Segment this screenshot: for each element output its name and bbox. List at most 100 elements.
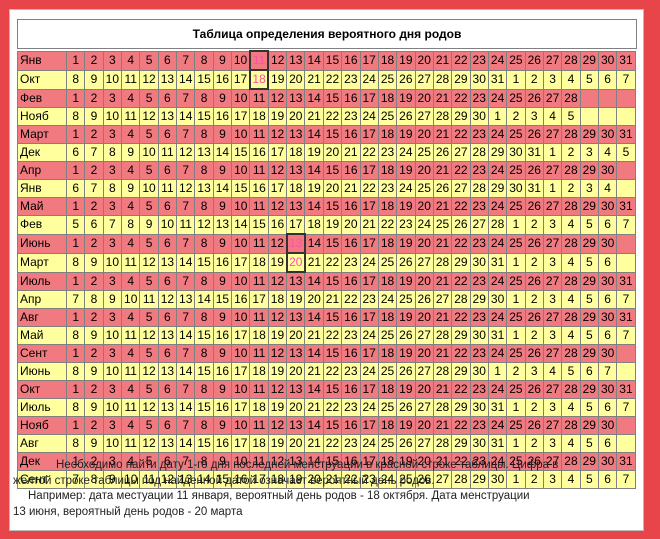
day-cell: 12 bbox=[139, 362, 159, 381]
day-cell: 5 bbox=[139, 344, 159, 363]
day-cell: 25 bbox=[506, 271, 526, 291]
day-cell: 29 bbox=[451, 434, 471, 453]
day-cell: 5 bbox=[579, 69, 599, 90]
day-cell: 9 bbox=[139, 215, 159, 235]
day-cell: 6 bbox=[157, 197, 178, 216]
day-cell: 14 bbox=[304, 308, 324, 327]
day-cell: 18 bbox=[377, 233, 398, 254]
day-cell: 20 bbox=[414, 308, 434, 327]
day-cell: 9 bbox=[212, 233, 233, 254]
day-cell: 15 bbox=[322, 271, 343, 291]
day-cell: 12 bbox=[267, 161, 288, 180]
day-cell: 7 bbox=[176, 380, 196, 399]
day-cell: 18 bbox=[267, 470, 288, 489]
day-cell: 12 bbox=[267, 380, 288, 399]
day-cell: 17 bbox=[359, 161, 379, 180]
day-cell: 3 bbox=[579, 179, 599, 198]
day-cell: 17 bbox=[231, 362, 251, 381]
day-cell: 8 bbox=[121, 215, 141, 235]
day-cell: 3 bbox=[524, 362, 544, 381]
day-cell: 18 bbox=[249, 398, 269, 417]
day-cell: 26 bbox=[524, 197, 544, 216]
day-cell: 19 bbox=[396, 416, 416, 435]
cycle-start-row: Авг 1 2 3 4 5 6 7 8 9 10 11 12 13 14 15 16 17 18 19 20 21 22 23… bbox=[17, 308, 636, 327]
day-cell: 12 bbox=[139, 398, 159, 417]
day-cell: 9 bbox=[121, 179, 141, 198]
day-cell: 2 bbox=[524, 69, 544, 90]
day-cell: 4 bbox=[121, 88, 141, 108]
day-cell: 1 bbox=[506, 398, 526, 417]
day-cell: 26 bbox=[396, 362, 416, 381]
day-cell: 28 bbox=[561, 271, 581, 291]
day-cell: 24 bbox=[487, 197, 508, 216]
day-cell: 15 bbox=[322, 416, 343, 435]
day-cell: 21 bbox=[432, 344, 453, 363]
day-cell: 23 bbox=[377, 179, 398, 198]
day-cell: 7 bbox=[176, 125, 196, 144]
day-cell: 28 bbox=[432, 326, 453, 345]
day-cell: 18 bbox=[249, 362, 269, 381]
day-cell: 1 bbox=[65, 233, 86, 254]
day-cell: 3 bbox=[542, 326, 563, 345]
day-cell: 29 bbox=[451, 69, 471, 90]
day-cell: 16 bbox=[249, 143, 269, 162]
day-cell: 18 bbox=[267, 290, 288, 309]
day-cell: 30 bbox=[597, 125, 618, 144]
instructions: Необходимо найти дату 1-го дня последней… bbox=[13, 458, 638, 520]
cycle-start-row: Фев 1 2 3 4 5 6 7 8 9 10 11 12 13 14 15 16 17 18 19 20 21 22 23… bbox=[17, 88, 636, 108]
day-cell: 28 bbox=[432, 362, 453, 381]
day-cell: 3 bbox=[102, 308, 123, 327]
day-cell: 20 bbox=[414, 233, 434, 254]
day-cell: 13 bbox=[286, 271, 306, 291]
day-cell: 10 bbox=[231, 271, 251, 291]
day-cell: 8 bbox=[102, 179, 123, 198]
day-cell: 31 bbox=[616, 452, 636, 471]
day-cell: 30 bbox=[469, 107, 489, 126]
day-cell: 6 bbox=[597, 470, 618, 489]
day-cell: 25 bbox=[506, 308, 526, 327]
due-date-row: Апр 7 8 9 10 11 12 13 14 15 16 17 18 19 20 21 22 23 24 25 26… bbox=[17, 290, 636, 309]
day-cell: 19 bbox=[396, 50, 416, 71]
day-cell: 8 bbox=[65, 69, 86, 90]
day-cell: 18 bbox=[249, 107, 269, 126]
day-cell: 11 bbox=[121, 434, 141, 453]
day-cell: 2 bbox=[84, 125, 104, 144]
month-label: Авг bbox=[17, 434, 67, 453]
day-cell: 22 bbox=[322, 326, 343, 345]
day-cell: 19 bbox=[267, 252, 288, 273]
day-cell: 15 bbox=[194, 326, 214, 345]
day-cell: 13 bbox=[157, 398, 178, 417]
day-cell: 7 bbox=[176, 452, 196, 471]
day-cell: 25 bbox=[377, 326, 398, 345]
day-cell: 4 bbox=[121, 197, 141, 216]
day-cell: 7 bbox=[65, 290, 86, 309]
day-cell: 8 bbox=[65, 362, 86, 381]
month-label: Окт bbox=[17, 380, 67, 399]
day-cell: 26 bbox=[396, 252, 416, 273]
day-cell: 29 bbox=[451, 107, 471, 126]
day-cell: 24 bbox=[359, 326, 379, 345]
day-cell: 23 bbox=[341, 107, 361, 126]
day-cell: 14 bbox=[176, 107, 196, 126]
day-cell: 31 bbox=[487, 398, 508, 417]
day-cell bbox=[597, 107, 618, 126]
day-cell: 9 bbox=[212, 416, 233, 435]
day-cell: 9 bbox=[121, 143, 141, 162]
day-cell: 14 bbox=[304, 271, 324, 291]
day-cell: 25 bbox=[432, 215, 453, 235]
day-cell: 25 bbox=[506, 380, 526, 399]
day-cell: 8 bbox=[65, 252, 86, 273]
day-cell: 30 bbox=[469, 434, 489, 453]
day-cell: 1 bbox=[506, 326, 526, 345]
day-cell: 7 bbox=[616, 69, 636, 90]
day-cell: 21 bbox=[304, 362, 324, 381]
day-cell: 29 bbox=[487, 179, 508, 198]
day-cell: 27 bbox=[542, 233, 563, 254]
day-cell: 24 bbox=[487, 344, 508, 363]
day-cell bbox=[616, 416, 636, 435]
day-cell: 8 bbox=[84, 470, 104, 489]
day-cell: 26 bbox=[432, 179, 453, 198]
day-cell: 25 bbox=[377, 434, 398, 453]
day-cell: 15 bbox=[322, 344, 343, 363]
day-cell: 23 bbox=[469, 308, 489, 327]
